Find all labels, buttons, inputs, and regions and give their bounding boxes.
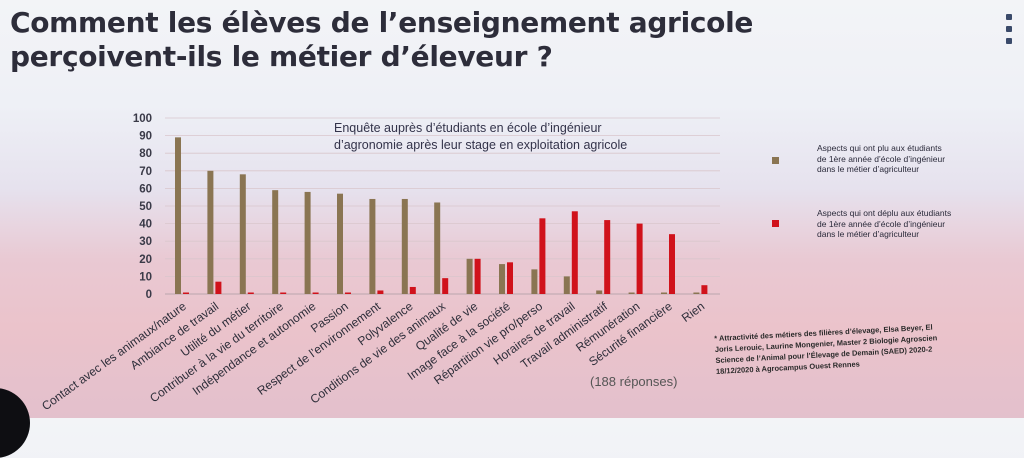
y-tick-label-70: 70	[139, 166, 152, 178]
bar-disliked-2	[247, 292, 254, 294]
y-tick-label-20: 20	[139, 254, 152, 266]
legend-swatch-liked	[772, 157, 779, 164]
institution-logo	[998, 8, 1020, 68]
legend-liked-line-2: de 1ère année d’école d’ingénieur	[817, 153, 946, 164]
bar-liked-3	[272, 190, 279, 294]
bar-disliked-12	[571, 211, 578, 294]
bar-liked-16	[693, 292, 700, 294]
bar-liked-14	[628, 292, 635, 294]
bar-disliked-9	[474, 258, 481, 294]
legend-disliked-line-1: Aspects qui ont déplu aux étudiants	[817, 208, 952, 218]
bar-liked-0	[175, 137, 181, 294]
bar-disliked-10	[507, 262, 513, 294]
y-tick-label-100: 100	[133, 113, 152, 125]
y-tick-label-90: 90	[139, 131, 152, 143]
bar-disliked-16	[701, 285, 708, 294]
bar-disliked-15	[669, 234, 675, 294]
bar-liked-9	[466, 258, 473, 294]
responses-count: (188 réponses)	[590, 374, 678, 389]
chart-subtitle: Enquête auprès d’étudiants en école d’in…	[334, 120, 734, 154]
bar-liked-12	[563, 276, 570, 294]
bar-disliked-11	[539, 218, 546, 294]
slide-title: Comment les élèves de l’enseignement agr…	[10, 6, 753, 74]
bar-liked-15	[661, 292, 667, 294]
y-tick-label-60: 60	[139, 183, 152, 195]
bar-liked-2	[239, 174, 246, 294]
subtitle-line-2: d’agronomie après leur stage en exploita…	[334, 138, 628, 152]
bar-disliked-14	[636, 223, 643, 294]
bar-disliked-5	[345, 292, 351, 294]
bar-liked-4	[304, 191, 311, 294]
y-tick-label-10: 10	[139, 271, 152, 283]
bar-liked-11	[531, 269, 538, 294]
y-tick-label-30: 30	[139, 236, 152, 248]
legend-liked: Aspects qui ont plu aux étudiants de 1èr…	[817, 143, 945, 175]
bar-disliked-1	[215, 281, 222, 294]
title-line-2: perçoivent-ils le métier d’éleveur ?	[10, 40, 553, 73]
bar-liked-5	[337, 193, 343, 294]
bar-disliked-7	[409, 286, 416, 294]
subtitle-line-1: Enquête auprès d’étudiants en école d’in…	[334, 121, 602, 135]
x-tick-label-16: Rien	[679, 299, 707, 325]
bar-liked-13	[596, 290, 603, 294]
bar-disliked-0	[183, 292, 189, 294]
y-tick-label-80: 80	[139, 148, 152, 160]
legend-liked-line-1: Aspects qui ont plu aux étudiants	[817, 143, 942, 153]
y-tick-label-0: 0	[146, 289, 152, 301]
bar-disliked-8	[442, 278, 449, 294]
title-line-1: Comment les élèves de l’enseignement agr…	[10, 6, 754, 39]
bar-liked-8	[434, 202, 441, 294]
legend-swatch-disliked	[772, 220, 779, 227]
y-tick-label-50: 50	[139, 201, 152, 213]
bar-disliked-3	[280, 292, 287, 294]
legend-disliked-line-2: de 1ère année d’école d’ingénieur	[817, 218, 946, 229]
bar-liked-7	[401, 198, 408, 294]
legend-liked-line-3: dans le métier d’agriculteur	[817, 164, 920, 174]
bar-disliked-13	[604, 220, 611, 294]
bar-liked-6	[369, 198, 376, 294]
legend-disliked-line-3: dans le métier d’agriculteur	[817, 229, 920, 239]
y-tick-label-40: 40	[139, 219, 152, 231]
bar-disliked-4	[312, 292, 319, 294]
bar-liked-1	[207, 170, 214, 294]
bar-liked-10	[499, 264, 505, 294]
bar-disliked-6	[377, 290, 384, 294]
legend-disliked: Aspects qui ont déplu aux étudiants de 1…	[817, 208, 951, 240]
